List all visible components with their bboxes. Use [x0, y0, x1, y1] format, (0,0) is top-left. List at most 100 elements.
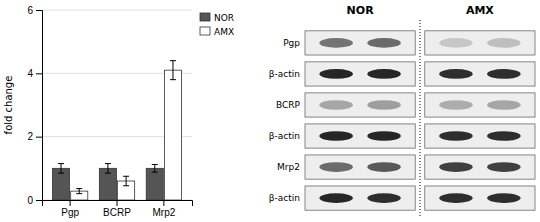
- error-bar-cap: [58, 163, 64, 164]
- blot-band: [439, 131, 473, 141]
- row-label: β-actin: [269, 69, 300, 79]
- error-bar-cap: [76, 188, 82, 189]
- y-tick-label: 0: [27, 195, 33, 206]
- bar-series: [52, 164, 163, 200]
- error-bar-cap: [58, 173, 64, 174]
- bar: [146, 168, 163, 200]
- blot-band: [487, 131, 521, 141]
- blot-box: [425, 31, 535, 55]
- column-header: NOR: [347, 4, 375, 17]
- y-tick-mark: [36, 137, 42, 138]
- y-axis-title: fold change: [3, 76, 14, 135]
- blot-band: [487, 193, 521, 203]
- y-tick-mark: [36, 10, 42, 11]
- error-bar: [58, 164, 64, 174]
- legend-label: AMX: [214, 27, 234, 37]
- y-tick-label: 4: [27, 68, 33, 79]
- blot-box: [305, 31, 415, 55]
- row-label: BCRP: [276, 100, 301, 110]
- y-tick-mark: [36, 200, 42, 201]
- blot-panel: NORAMXPgpβ-actinBCRPβ-actinMrp2β-actin: [269, 4, 535, 217]
- blot-band: [319, 69, 353, 79]
- blot-band: [439, 100, 473, 110]
- blot-box: [305, 155, 415, 179]
- grid: [42, 10, 192, 200]
- blot-band: [487, 69, 521, 79]
- legend-label: NOR: [214, 13, 234, 23]
- legend-swatch: [200, 13, 210, 21]
- error-bar: [152, 165, 158, 173]
- blot-box: [305, 186, 415, 210]
- row-label: Pgp: [283, 38, 300, 48]
- bar: [99, 168, 116, 200]
- legend: NOR AMX: [200, 13, 234, 37]
- x-tick: Mrp2: [152, 200, 175, 218]
- blot-box: [425, 62, 535, 86]
- blot-band: [439, 69, 473, 79]
- error-bar-stem: [126, 176, 127, 186]
- blot-band: [487, 38, 521, 48]
- error-bar-cap: [123, 185, 129, 186]
- blot-band: [367, 100, 401, 110]
- x-tick: Pgp: [61, 200, 79, 218]
- y-tick: 2: [27, 131, 42, 142]
- row-label: β-actin: [269, 193, 300, 203]
- x-tick: BCRP: [103, 200, 131, 218]
- blot-box: [425, 155, 535, 179]
- legend-swatch: [200, 27, 210, 35]
- bar: [164, 70, 181, 200]
- blot-band: [439, 193, 473, 203]
- row-label: Mrp2: [277, 162, 300, 172]
- error-bar-stem: [154, 165, 155, 173]
- y-tick: 0: [27, 195, 42, 206]
- error-bar-cap: [170, 79, 176, 80]
- x-tick-mark: [163, 200, 164, 206]
- x-tick-mark: [117, 200, 118, 206]
- error-bar-stem: [172, 61, 173, 80]
- error-bar: [105, 164, 111, 174]
- bar-series: [71, 61, 182, 200]
- error-bar-cap: [170, 60, 176, 61]
- x-axis: Pgp BCRP Mrp2: [43, 200, 193, 218]
- y-tick-label: 2: [27, 131, 33, 142]
- error-bar-stem: [79, 189, 80, 194]
- x-tick-label: Mrp2: [152, 207, 175, 218]
- column-divider: [420, 20, 421, 217]
- bar: [52, 168, 69, 200]
- y-tick-mark: [36, 73, 42, 74]
- blot-band: [367, 131, 401, 141]
- blot-box: [425, 93, 535, 117]
- error-bar: [123, 176, 129, 186]
- y-tick: 6: [27, 5, 42, 16]
- blot-band: [367, 193, 401, 203]
- figure: 0 2 4 6 Pgp BCRP Mrp2 fold change NOR AMX NOR AMX Pg…: [0, 0, 540, 222]
- blot-band: [319, 162, 353, 172]
- legend-item: AMX: [200, 27, 234, 37]
- blot-box: [305, 124, 415, 148]
- error-bar-cap: [105, 173, 111, 174]
- x-axis-line: [43, 201, 193, 207]
- error-bar: [76, 189, 82, 194]
- blot-band: [487, 100, 521, 110]
- x-tick-mark: [70, 200, 71, 206]
- blot-band: [367, 38, 401, 48]
- x-tick-label: Pgp: [61, 207, 79, 218]
- blot-band: [439, 162, 473, 172]
- blot-box: [425, 186, 535, 210]
- error-bar-stem: [107, 164, 108, 174]
- grid-line: [42, 10, 192, 11]
- plot-area: [52, 61, 181, 200]
- blot-band: [487, 162, 521, 172]
- error-bar-cap: [76, 193, 82, 194]
- y-tick: 4: [27, 68, 42, 79]
- blot-box: [305, 93, 415, 117]
- error-bar-cap: [152, 172, 158, 173]
- y-tick-label: 6: [27, 5, 33, 16]
- column-header: AMX: [466, 4, 494, 17]
- blot-band: [319, 131, 353, 141]
- error-bar-stem: [61, 164, 62, 174]
- blot-box: [305, 62, 415, 86]
- error-bar-cap: [123, 176, 129, 177]
- error-bar: [170, 61, 176, 80]
- blot-band: [319, 100, 353, 110]
